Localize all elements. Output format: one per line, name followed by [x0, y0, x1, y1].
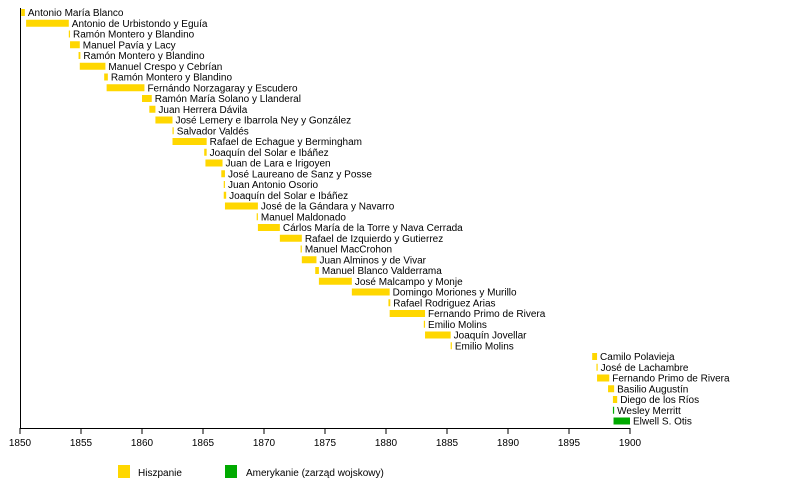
governor-label: Ramón Montero y Blandino: [73, 30, 195, 41]
tenure-bar: [256, 213, 258, 221]
tenure-bar: [613, 417, 630, 425]
tenure-bar: [78, 52, 81, 59]
tenure-bar: [224, 202, 258, 210]
legend-label-american: Amerykanie (zarząd wojskowy): [246, 468, 384, 479]
governor-label: Elwell S. Otis: [633, 417, 692, 428]
tenure-bar: [21, 9, 25, 16]
tenure-bar: [592, 353, 598, 360]
legend-swatch-spanish: [118, 465, 130, 478]
tenure-bar: [612, 396, 618, 403]
legend-swatch-american: [225, 465, 237, 478]
tenure-bar: [597, 374, 610, 382]
governor-label: Emilio Molins: [428, 320, 487, 331]
tenure-bar: [389, 310, 426, 317]
governor-label: Antonio María Blanco: [28, 8, 124, 19]
legend-label-spanish: Hiszpanie: [138, 468, 182, 479]
governor-label: Fernando Primo de Rivera: [612, 374, 730, 385]
x-tick-label: 1875: [314, 438, 337, 449]
governor-label: Ramón Montero y Blandino: [83, 51, 205, 62]
tenure-bar: [608, 385, 615, 393]
tenure-bar: [318, 277, 352, 285]
x-tick-label: 1900: [619, 438, 642, 449]
governor-label: Emilio Molins: [455, 341, 514, 352]
tenure-bar: [142, 95, 152, 102]
x-tick-label: 1895: [558, 438, 581, 449]
governor-label: Ramón María Solano y Llanderal: [155, 94, 301, 105]
governor-label: José de Lachambre: [601, 363, 689, 374]
governor-label: Manuel Maldonado: [261, 212, 346, 223]
tenure-bar: [279, 234, 302, 242]
tenure-bar: [223, 181, 225, 188]
tenure-bar: [155, 116, 173, 124]
governor-label: Diego de los Ríos: [620, 395, 699, 406]
governor-label: Rafael de Echague y Bermingham: [210, 137, 362, 148]
governor-label: Juan Antonio Osorio: [228, 180, 318, 191]
tenure-bar: [104, 73, 108, 81]
governor-label: Wesley Merritt: [617, 406, 681, 417]
governor-label: Manuel Pavía y Lacy: [83, 40, 176, 51]
governor-label: José de la Gándara y Navarro: [261, 202, 395, 213]
governor-label: Ramón Montero y Blandino: [111, 73, 233, 84]
tenure-bar: [172, 127, 174, 135]
tenure-bar: [172, 138, 207, 145]
tenure-bar: [423, 320, 426, 328]
governor-label: Fernando Primo de Rivera: [428, 309, 546, 320]
governor-label: Manuel MacCrohon: [305, 245, 392, 256]
governor-label: Domingo Moriones y Murillo: [393, 288, 517, 299]
tenure-bar: [79, 62, 106, 70]
tenure-bar: [596, 363, 598, 371]
x-tick-label: 1860: [131, 438, 154, 449]
governor-label: Juan de Lara e Irigoyen: [226, 159, 331, 170]
governor-label: José Laureano de Sanz y Posse: [228, 169, 372, 180]
x-tick-label: 1865: [192, 438, 215, 449]
tenure-bar: [351, 288, 390, 296]
tenure-bar: [612, 406, 615, 414]
tenure-bar: [221, 170, 225, 178]
tenure-bar: [106, 84, 145, 92]
tenure-bar: [301, 256, 317, 264]
governor-label: Basilio Augustín: [617, 384, 688, 395]
tenure-bar: [425, 331, 451, 339]
governor-label: José Malcampo y Monje: [355, 277, 463, 288]
governor-label: José Lemery e Ibarrola Ney y González: [176, 116, 352, 127]
x-tick-label: 1855: [70, 438, 93, 449]
governor-label: Juan Herrera Dávila: [158, 105, 247, 116]
tenure-bar: [300, 245, 302, 253]
governor-label: Joaquín del Solar e Ibáñez: [229, 191, 348, 202]
x-axis-ticks: 1850 1855 1860 1865 1870 1875 1880 1885 1890 1895…: [9, 428, 642, 449]
governor-label: Rafael de Izquierdo y Gutierrez: [305, 234, 443, 245]
governor-label: Camilo Polavieja: [600, 352, 675, 363]
tenure-bar: [26, 19, 69, 27]
x-tick-label: 1880: [375, 438, 398, 449]
x-tick-label: 1870: [253, 438, 276, 449]
governor-label: Manuel Blanco Valderrama: [322, 266, 442, 277]
tenure-bar: [204, 148, 207, 156]
x-tick-label: 1890: [497, 438, 520, 449]
governor-label: Salvador Valdés: [177, 126, 249, 137]
tenure-bar: [450, 342, 452, 350]
governor-label: Joaquín Jovellar: [454, 331, 527, 342]
x-tick-label: 1850: [9, 438, 32, 449]
governor-label: Fernándo Norzagaray y Escudero: [147, 83, 298, 94]
governor-label: Antonio de Urbistondo y Eguía: [72, 19, 208, 30]
governor-label: Manuel Crespo y Cebrían: [108, 62, 222, 73]
tenure-bar: [68, 30, 71, 38]
legend: Hiszpanie Amerykanie (zarząd wojskowy): [118, 465, 384, 479]
tenure-bar: [388, 299, 391, 307]
tenure-bar: [149, 105, 156, 113]
tenure-bar: [257, 224, 280, 231]
governor-label: Rafael Rodriguez Arias: [393, 298, 495, 309]
tenure-bar: [315, 267, 319, 274]
tenure-bar: [205, 159, 223, 167]
x-tick-label: 1885: [436, 438, 459, 449]
tenure-bar: [223, 191, 227, 199]
governor-label: Cárlos María de la Torre y Nava Cerrada: [283, 223, 463, 234]
tenure-bar: [70, 41, 80, 49]
governor-label: Juan Alminos y de Vivar: [319, 255, 426, 266]
governor-label: Joaquín del Solar e Ibáñez: [210, 148, 329, 159]
